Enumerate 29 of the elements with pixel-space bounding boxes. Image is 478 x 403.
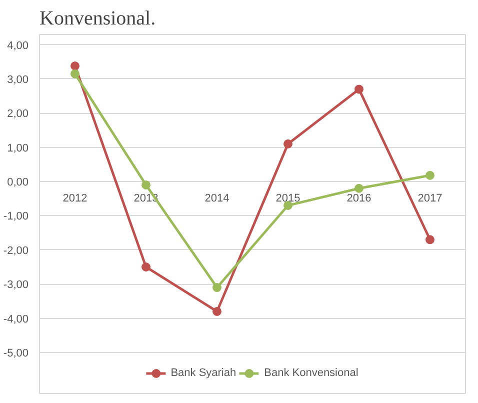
y-tick-label: -1,00 xyxy=(3,210,29,223)
y-tick-label: 0,00 xyxy=(7,176,29,189)
y-tick-label: -3,00 xyxy=(3,279,29,292)
y-tick-label: -5,00 xyxy=(3,347,29,360)
chart-title: Konvensional. xyxy=(40,8,156,30)
point xyxy=(354,84,364,94)
point xyxy=(354,184,364,193)
point xyxy=(284,139,292,148)
x-tick-label: 2015 xyxy=(276,192,300,205)
x-tick-label: 2017 xyxy=(418,192,442,205)
legend-label: Bank Syariah xyxy=(170,367,236,379)
legend-label: Bank Konvensional xyxy=(264,367,358,379)
x-tick-label: 2014 xyxy=(204,192,230,205)
x-tick-label: 2012 xyxy=(62,192,88,205)
point xyxy=(142,262,150,272)
point xyxy=(70,69,80,78)
y-tick-label: 3,00 xyxy=(7,74,29,86)
y-tick-label: 4,00 xyxy=(7,40,29,52)
y-tick-label: 1,00 xyxy=(7,142,29,154)
y-tick-label: 2,00 xyxy=(7,108,29,120)
y-tick-label: -4,00 xyxy=(3,313,29,326)
point xyxy=(426,235,434,244)
y-tick-label: -2,00 xyxy=(3,244,29,257)
point xyxy=(426,170,434,180)
point xyxy=(212,306,222,316)
x-tick-label: 2016 xyxy=(346,192,372,205)
point xyxy=(142,180,150,190)
point xyxy=(212,283,222,292)
point xyxy=(70,61,80,70)
